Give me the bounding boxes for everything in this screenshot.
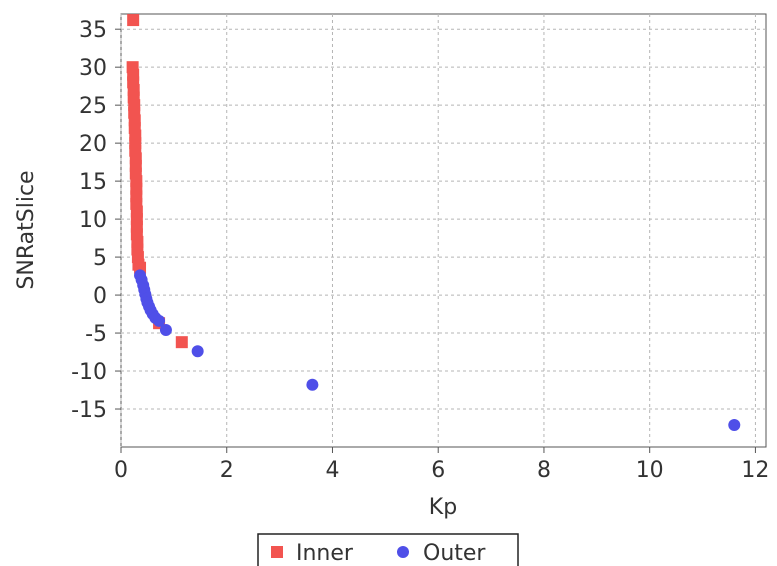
y-axis-ticks: -15 -10 -5 0 5 10 15 20 25 30 35 [71,18,121,423]
data-points [126,14,741,431]
legend-label-inner: Inner [296,541,354,566]
x-tick-label: 0 [114,458,128,483]
x-tick-label: 2 [220,458,234,483]
legend-box [257,533,519,566]
y-tick-label: 30 [79,56,107,81]
y-tick-label: -15 [71,398,107,423]
y-tick-label: 20 [79,132,107,157]
y-tick-label: -10 [71,360,107,385]
x-tick-label: 6 [431,458,445,483]
inner-point [131,251,144,264]
y-tick-label: 0 [93,284,107,309]
outer-point [728,418,741,431]
legend-swatch-outer [397,546,409,558]
x-tick-label: 8 [537,458,551,483]
series-outer [134,269,741,431]
x-tick-label: 12 [741,458,769,483]
y-tick-label: -5 [85,322,107,347]
legend-swatch-inner [271,546,283,558]
x-axis-title: Kp [429,495,457,520]
y-tick-label: 5 [93,246,107,271]
legend-label-outer: Outer [423,541,486,566]
grid-lines [120,14,766,447]
x-tick-label: 4 [325,458,339,483]
inner-point [127,14,140,27]
y-tick-label: 10 [79,208,107,233]
y-axis-title: SNRatSlice [14,170,39,289]
plot-area [120,13,767,448]
outer-point [159,324,172,337]
y-tick-label: 35 [79,18,107,43]
outer-point [191,345,204,358]
inner-point [128,121,141,134]
y-tick-label: 25 [79,94,107,119]
y-tick-label: 15 [79,170,107,195]
inner-point [175,336,188,349]
x-tick-label: 10 [636,458,664,483]
outer-point [153,314,166,327]
x-axis-ticks: 0 2 4 6 8 10 12 [114,447,769,483]
legend: Inner Outer [257,533,519,566]
outer-point [306,378,319,391]
